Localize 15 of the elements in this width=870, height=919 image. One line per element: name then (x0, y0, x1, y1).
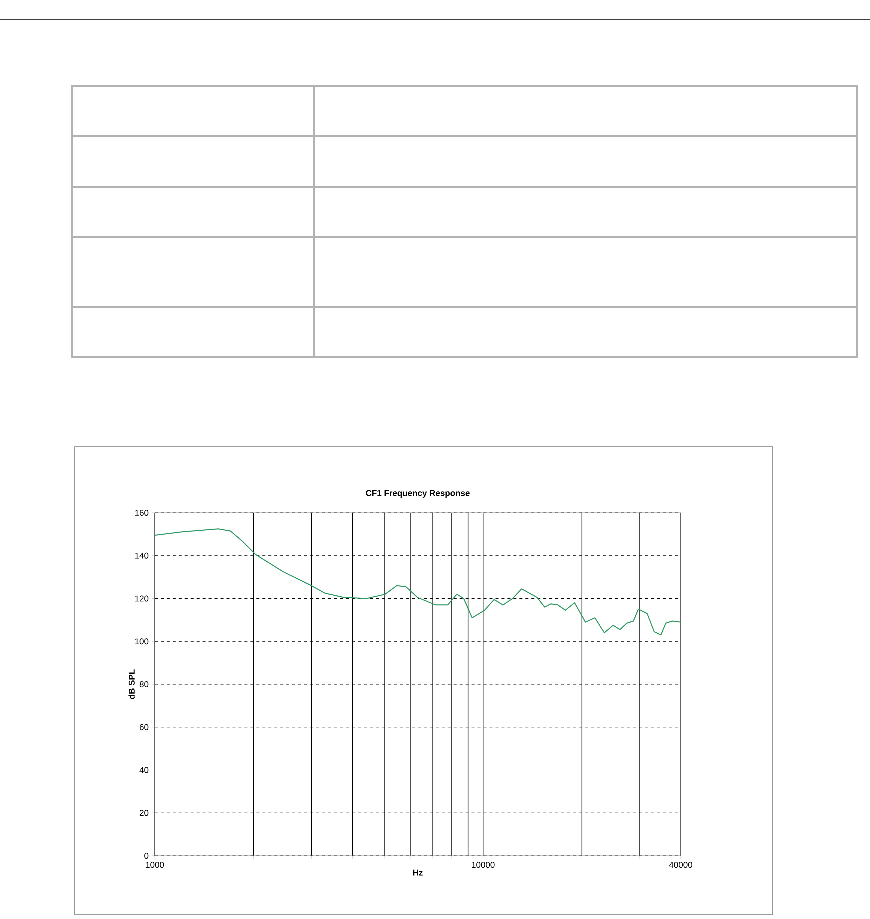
y-tick-label: 0 (144, 852, 149, 859)
y-tick-label: 120 (135, 596, 149, 602)
y-tick-label: 40 (140, 767, 149, 774)
y-tick-label: 20 (140, 810, 149, 816)
x-axis-title: Hz (413, 870, 423, 876)
x-tick-label: 40000 (669, 862, 692, 868)
y-axis-title: dB SPL (128, 670, 135, 700)
y-tick-label: 140 (135, 552, 149, 559)
y-tick-label: 160 (135, 510, 149, 516)
x-tick-label: 10000 (472, 862, 495, 868)
x-tick-label: 1000 (146, 862, 164, 868)
y-tick-label: 100 (135, 638, 149, 645)
y-tick-label: 60 (140, 724, 149, 730)
chart-title: CF1 Frequency Response (366, 490, 470, 498)
y-tick-label: 80 (140, 681, 149, 688)
